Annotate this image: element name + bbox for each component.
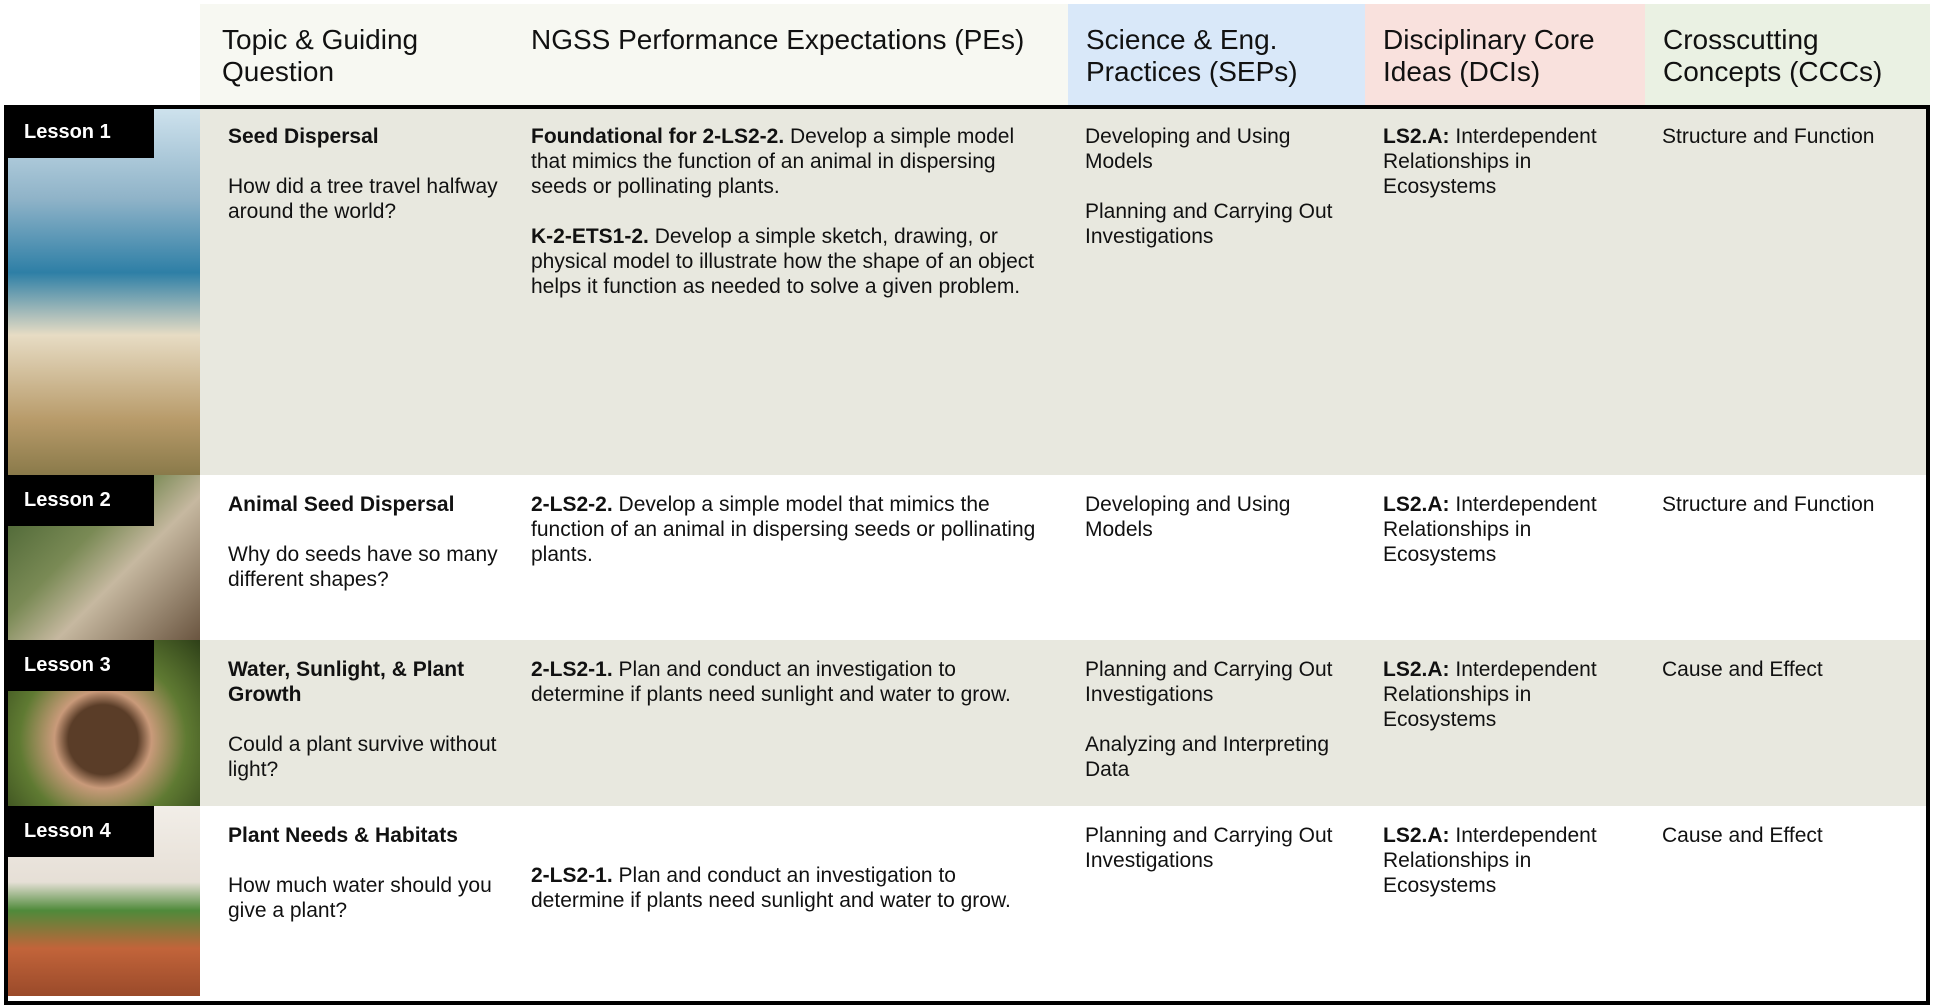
dci-code: LS2.A:	[1383, 493, 1450, 516]
lesson-label: Lesson 2	[6, 475, 154, 526]
practice: Developing and Using Models	[1085, 493, 1291, 541]
pe-cell: 2-LS2-1. Plan and conduct an investigati…	[531, 846, 1061, 938]
pe-code: 2-LS2-2.	[531, 493, 613, 516]
performance-expectation: 2-LS2-1. Plan and conduct an investigati…	[531, 657, 1047, 707]
pe-text: Develop a simple sketch, drawing, or phy…	[531, 225, 1035, 298]
sep-cell: Planning and Carrying Out Investigations	[1085, 806, 1360, 898]
header-cell: Crosscutting Concepts (CCCs)	[1645, 4, 1930, 105]
topic-title: Animal Seed Dispersal	[228, 493, 455, 516]
pe-text: Plan and conduct an investigation to det…	[531, 658, 1011, 706]
pe-code: 2-LS2-1.	[531, 658, 613, 681]
dci-text: Interdependent Relationships in Ecosyste…	[1383, 658, 1597, 731]
ccc-cell: Cause and Effect	[1662, 640, 1930, 707]
lesson-label: Lesson 3	[6, 640, 154, 691]
performance-expectation: 2-LS2-1. Plan and conduct an investigati…	[531, 863, 1047, 913]
sep-cell: Planning and Carrying Out Investigations…	[1085, 640, 1360, 807]
ccc-cell: Structure and Function	[1662, 475, 1930, 542]
performance-expectation: K-2-ETS1-2. Develop a simple sketch, dra…	[531, 224, 1047, 299]
topic-cell: Animal Seed Dispersal Why do seeds have s…	[228, 475, 518, 617]
practice: Developing and Using Models	[1085, 125, 1291, 173]
pe-code: 2-LS2-1.	[531, 864, 613, 887]
pe-cell: 2-LS2-1. Plan and conduct an investigati…	[531, 640, 1061, 732]
topic-title: Water, Sunlight, & Plant Growth	[228, 658, 465, 706]
topic-cell: Seed Dispersal How did a tree travel half…	[228, 107, 518, 249]
pe-code: Foundational for 2-LS2-2.	[531, 125, 785, 148]
pe-code: K-2-ETS1-2.	[531, 225, 649, 248]
core-idea: LS2.A: Interdependent Relationships in E…	[1383, 492, 1619, 567]
concept: Structure and Function	[1662, 493, 1875, 516]
pe-cell: Foundational for 2-LS2-2. Develop a simp…	[531, 107, 1061, 324]
guiding-question: How much water should you give a plant?	[228, 874, 492, 922]
ccc-cell: Structure and Function	[1662, 107, 1930, 174]
dci-cell: LS2.A: Interdependent Relationships in E…	[1383, 806, 1633, 923]
header-cell: NGSS Performance Expectations (PEs)	[528, 4, 1068, 105]
dci-text: Interdependent Relationships in Ecosyste…	[1383, 125, 1597, 198]
concept: Structure and Function	[1662, 125, 1875, 148]
row-background	[200, 640, 1930, 806]
header-cell: Topic & Guiding Question	[200, 4, 528, 105]
practice: Planning and Carrying Out Investigations	[1085, 824, 1333, 872]
sep-cell: Developing and Using Models Planning and …	[1085, 107, 1360, 274]
pe-text: Develop a simple model that mimics the f…	[531, 493, 1036, 566]
sep-cell: Developing and Using Models	[1085, 475, 1360, 567]
topic-title: Plant Needs & Habitats	[228, 824, 458, 847]
header-cell: Disciplinary Core Ideas (DCIs)	[1365, 4, 1645, 105]
pe-cell: 2-LS2-2. Develop a simple model that mim…	[531, 475, 1061, 592]
lesson-label: Lesson 4	[6, 806, 154, 857]
concept: Cause and Effect	[1662, 824, 1823, 847]
pe-text: Plan and conduct an investigation to det…	[531, 864, 1011, 912]
practice: Planning and Carrying Out Investigations	[1085, 200, 1333, 248]
dci-cell: LS2.A: Interdependent Relationships in E…	[1383, 640, 1633, 757]
dci-cell: LS2.A: Interdependent Relationships in E…	[1383, 107, 1633, 224]
pe-text: Develop a simple model that mimics the f…	[531, 125, 1015, 198]
core-idea: LS2.A: Interdependent Relationships in E…	[1383, 657, 1619, 732]
guiding-question: How did a tree travel halfway around the…	[228, 175, 498, 223]
guiding-question: Could a plant survive without light?	[228, 733, 497, 781]
dci-code: LS2.A:	[1383, 658, 1450, 681]
lesson-image	[6, 107, 200, 475]
performance-expectation: 2-LS2-2. Develop a simple model that mim…	[531, 492, 1047, 567]
topic-title: Seed Dispersal	[228, 125, 379, 148]
topic-cell: Plant Needs & Habitats How much water sho…	[228, 806, 518, 948]
concept: Cause and Effect	[1662, 658, 1823, 681]
core-idea: LS2.A: Interdependent Relationships in E…	[1383, 823, 1619, 898]
row-background	[200, 107, 1930, 475]
dci-text: Interdependent Relationships in Ecosyste…	[1383, 824, 1597, 897]
dci-cell: LS2.A: Interdependent Relationships in E…	[1383, 475, 1633, 592]
practice: Planning and Carrying Out Investigations	[1085, 658, 1333, 706]
core-idea: LS2.A: Interdependent Relationships in E…	[1383, 124, 1619, 199]
performance-expectation: Foundational for 2-LS2-2. Develop a simp…	[531, 124, 1047, 199]
dci-text: Interdependent Relationships in Ecosyste…	[1383, 493, 1597, 566]
guiding-question: Why do seeds have so many different shap…	[228, 543, 498, 591]
practice: Analyzing and Interpreting Data	[1085, 733, 1329, 781]
row-background	[200, 475, 1930, 640]
header-cell: Science & Eng. Practices (SEPs)	[1068, 4, 1365, 105]
dci-code: LS2.A:	[1383, 824, 1450, 847]
lesson-label: Lesson 1	[6, 107, 154, 158]
dci-code: LS2.A:	[1383, 125, 1450, 148]
topic-cell: Water, Sunlight, & Plant Growth Could a p…	[228, 640, 518, 807]
ccc-cell: Cause and Effect	[1662, 806, 1930, 873]
row-background	[200, 806, 1930, 996]
